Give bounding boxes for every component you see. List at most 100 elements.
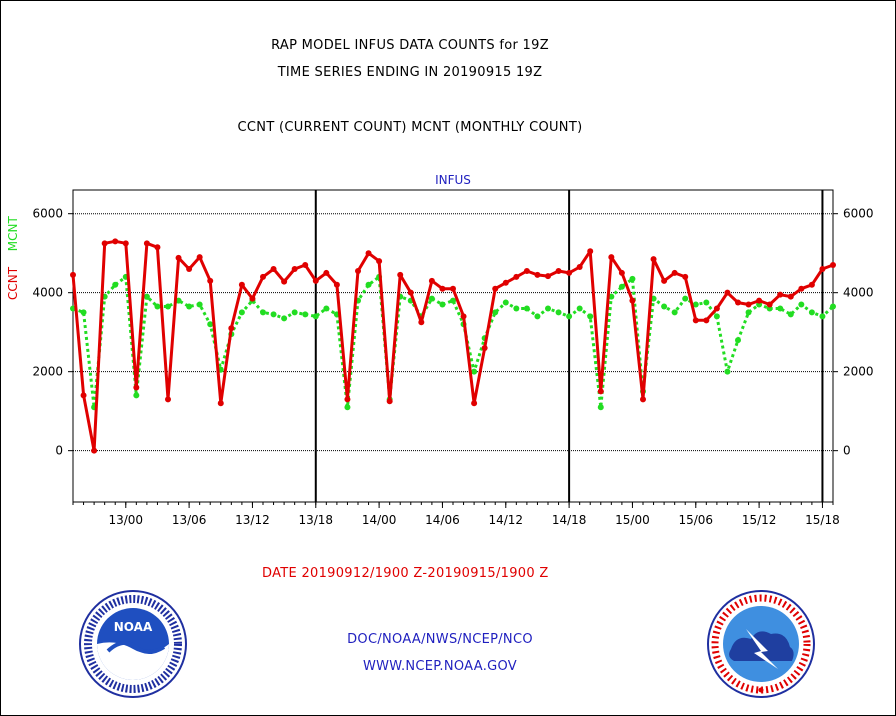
data-point-ccnt [640,396,646,403]
data-point-mcnt [523,305,530,312]
data-point-ccnt [597,388,604,395]
data-point-ccnt [471,400,478,407]
data-point-mcnt [555,309,562,316]
ytick-label-left: 0 [55,444,63,458]
data-point-mcnt [513,305,520,312]
data-point-mcnt [787,311,794,318]
data-point-ccnt [302,262,309,269]
data-point-ccnt [576,264,583,271]
data-point-mcnt [545,305,551,312]
xtick-label: 15/18 [805,513,840,527]
series-line-mcnt [72,275,835,409]
data-point-ccnt [270,265,277,272]
data-point-ccnt [830,262,836,269]
data-point-mcnt [365,281,372,288]
data-point-ccnt [819,265,826,272]
data-point-ccnt [481,344,488,351]
data-point-ccnt [355,267,361,274]
org-label: DOC/NOAA/NWS/NCEP/NCO [347,632,533,647]
chart-title: INFUS [435,173,471,187]
data-point-ccnt [397,271,404,278]
data-point-ccnt [122,240,129,247]
y-axis-label: CCNT MCNT [6,216,20,300]
data-point-mcnt [154,303,161,310]
data-point-ccnt [492,285,499,292]
data-point-ccnt [133,384,140,391]
data-point-mcnt [777,305,784,312]
data-point-ccnt [692,317,699,324]
data-point-ccnt [798,285,805,292]
data-point-mcnt [196,301,203,308]
data-point-ccnt [376,258,383,265]
data-point-mcnt [534,313,541,320]
data-point-ccnt [513,273,520,280]
data-point-mcnt [207,321,214,328]
data-point-ccnt [207,277,214,284]
data-point-ccnt [217,400,224,407]
title-line-3: CCNT (CURRENT COUNT) MCNT (MONTHLY COUNT… [237,120,583,135]
data-point-ccnt [650,256,657,263]
data-point-mcnt [165,303,171,310]
data-point-ccnt [777,291,784,298]
data-point-mcnt [745,309,752,316]
title-line-1: RAP MODEL INFUS DATA COUNTS for 19Z [271,38,549,53]
data-point-ccnt [724,289,731,296]
data-point-mcnt [566,313,573,320]
data-point-ccnt [460,313,467,320]
data-point-ccnt [671,269,678,276]
data-point-ccnt [238,281,245,288]
xtick-label: 15/06 [678,513,713,527]
series-layer [70,238,836,454]
website-label: WWW.NCEP.NOAA.GOV [362,659,518,674]
data-point-mcnt [608,293,615,300]
data-point-ccnt [629,297,636,304]
data-point-mcnt [80,309,87,316]
y-axis-label-mcnt: MCNT [6,216,20,252]
data-point-ccnt [745,301,752,308]
xtick-label: 14/12 [488,513,523,527]
data-point-ccnt [608,254,615,261]
data-point-ccnt [186,265,193,272]
data-point-mcnt [323,305,330,312]
data-point-ccnt [545,273,551,280]
data-point-mcnt [428,295,435,302]
xtick-label: 13/00 [108,513,143,527]
y-axis-label-ccnt: CCNT [6,266,20,300]
data-point-ccnt [808,281,815,288]
plot-axes [68,189,838,508]
data-point-ccnt [766,301,773,308]
xtick-label: 15/12 [742,513,777,527]
plot-area [72,189,834,503]
ytick-label-right: 2000 [843,365,874,379]
data-point-ccnt [323,269,330,276]
data-point-ccnt [407,289,414,296]
data-point-ccnt [228,325,235,332]
data-point-ccnt [249,295,256,302]
data-point-ccnt [196,254,203,261]
data-point-mcnt [682,295,689,302]
data-point-ccnt [534,271,541,278]
data-point-mcnt [312,313,319,320]
data-point-mcnt [808,309,815,316]
data-point-ccnt [502,279,509,286]
data-point-ccnt [566,269,573,276]
data-point-ccnt [682,273,689,280]
xtick-label: 14/18 [552,513,587,527]
data-point-ccnt [587,248,594,255]
xtick-label: 14/06 [425,513,460,527]
data-point-ccnt [555,267,562,274]
data-point-ccnt [333,281,340,288]
data-point-mcnt [175,297,182,304]
data-point-mcnt [302,311,309,318]
tick-labels: INFUS 0 0 2000 2000 4000 4000 6000 6000 13/00 13/0… [32,173,873,527]
ytick-label-left: 4000 [32,286,63,300]
nws-logo [707,590,815,698]
data-point-ccnt [260,273,266,280]
xtick-label: 13/18 [298,513,333,527]
data-point-ccnt [312,277,319,284]
title-line-2: TIME SERIES ENDING IN 20190915 19Z [277,65,543,80]
noaa-logo: NOAA [79,590,187,698]
data-point-ccnt [523,267,530,274]
data-point-ccnt [386,398,393,405]
